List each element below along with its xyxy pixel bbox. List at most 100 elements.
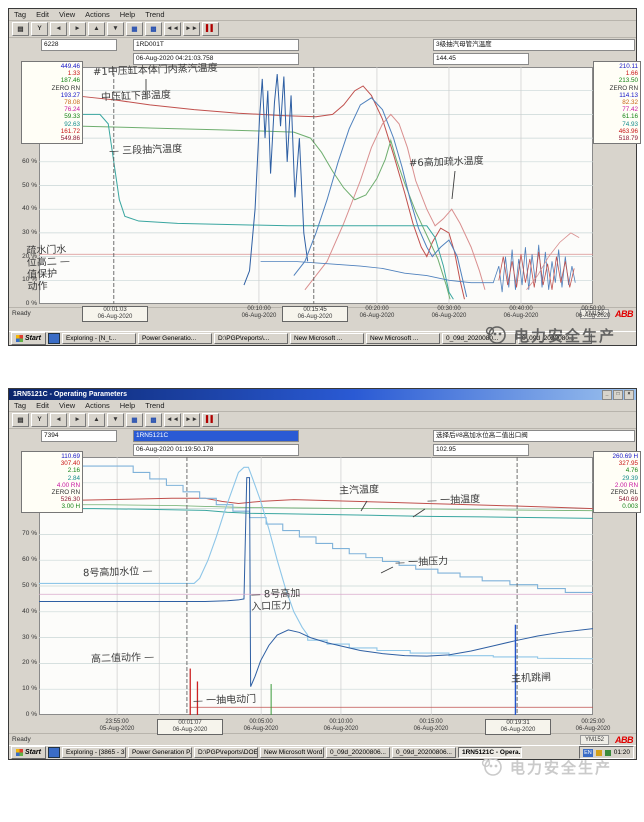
trend-single-icon[interactable]: ▦ <box>126 21 143 36</box>
y-axis-label: 0 % <box>25 300 37 307</box>
menu-edit[interactable]: Edit <box>36 10 50 19</box>
taskbar-item[interactable]: New Microsoft ... <box>365 333 440 344</box>
scale-up-icon[interactable]: ▲ <box>88 21 105 36</box>
filter-icon[interactable]: Y <box>31 412 48 427</box>
menu-help[interactable]: Help <box>119 10 136 19</box>
trend-multi-icon[interactable]: ▩ <box>145 21 162 36</box>
menu-help[interactable]: Help <box>119 401 136 410</box>
taskbar-item[interactable]: New Microsoft Word... <box>259 747 324 758</box>
quick-launch-icon[interactable] <box>47 333 60 344</box>
menu-trend[interactable]: Trend <box>145 401 165 410</box>
taskbar-item[interactable]: 0_09d_2020080... <box>517 333 592 344</box>
scale-down-icon[interactable]: ▼ <box>107 21 124 36</box>
maximize-button[interactable]: □ <box>613 389 623 400</box>
y-axis-label: 0 % <box>25 711 37 718</box>
rewind-icon[interactable]: ◄◄ <box>164 21 181 36</box>
start-button[interactable]: Start <box>11 332 46 345</box>
step-back-icon[interactable]: ◄ <box>50 21 67 36</box>
minimize-button[interactable]: _ <box>602 389 612 400</box>
timestamp-field: 06-Aug-2020 04:21:03.758 <box>133 53 299 65</box>
rewind-icon[interactable]: ◄◄ <box>164 412 181 427</box>
filter-icon[interactable]: Y <box>31 21 48 36</box>
handwritten-annotation: — 一抽压力 <box>394 556 449 569</box>
pen-value: 161.72 <box>60 127 80 135</box>
y-axis-label: 20 % <box>22 659 37 667</box>
start-button[interactable]: Start <box>11 746 46 759</box>
pen-value: ZERO RN <box>51 489 80 497</box>
menu-trend[interactable]: Trend <box>145 10 165 19</box>
handwritten-annotation: 主机跳闸 <box>510 672 552 685</box>
tag-name-field[interactable]: 1RD001T <box>133 39 299 51</box>
tag-index-field[interactable]: 7394 <box>41 430 117 442</box>
taskbar-item[interactable]: Power Generation P... <box>127 747 192 758</box>
y-axis-label: 30 % <box>22 633 37 641</box>
open-icon[interactable]: ▤ <box>12 21 29 36</box>
handwritten-annotation: 中压缸下部温度 <box>100 89 172 104</box>
menu-edit[interactable]: Edit <box>36 401 50 410</box>
pen-value: 213.50 <box>618 77 638 85</box>
trend-single-icon[interactable]: ▦ <box>126 412 143 427</box>
taskbar-item[interactable]: Exploring - [3865 - 3... <box>61 747 126 758</box>
tray-icon[interactable] <box>595 749 602 756</box>
window-controls: _ □ × <box>602 389 636 400</box>
x-axis-label: 00:20:00 06-Aug-2020 <box>359 306 395 319</box>
title-bar[interactable]: 1RN5121C - Operating Parameters _ □ × <box>9 389 636 400</box>
clock: 01:20 <box>613 749 630 756</box>
language-indicator[interactable]: EN <box>583 748 593 757</box>
pen-value: 2.00 RN <box>614 481 638 489</box>
windows-flag-icon <box>16 749 23 756</box>
trend-line-salmon-hump-temp <box>305 114 485 289</box>
current-value-field: 102.95 <box>433 444 529 456</box>
menu-view[interactable]: View <box>59 401 76 410</box>
taskbar-item[interactable]: 1RN5121C - Opera... <box>457 747 522 758</box>
menu-tag[interactable]: Tag <box>14 401 27 410</box>
pen-values-left: 110.69 307.40 2.16 2.84 4.00 RN ZERO RN 526.30… <box>21 451 83 513</box>
tag-name-field[interactable]: 1RN5121C <box>133 430 299 442</box>
menu-tag[interactable]: Tag <box>14 10 27 19</box>
y-axis-label: 70 % <box>22 530 37 538</box>
fast-forward-icon[interactable]: ►► <box>183 412 200 427</box>
menubar: Tag Edit View Actions Help Trend <box>9 9 636 21</box>
tag-description-field: 选择后#8高加水位高二值出口阀 <box>433 430 635 442</box>
x-axis-label: 00:10:00 06-Aug-2020 <box>323 719 359 732</box>
quick-launch-icon[interactable] <box>47 747 60 758</box>
menu-view[interactable]: View <box>59 10 76 19</box>
taskbar-item[interactable]: New Microsoft ... <box>289 333 364 344</box>
open-icon[interactable]: ▤ <box>12 412 29 427</box>
taskbar-item[interactable]: 0_09d_20200806... <box>391 747 456 758</box>
scale-up-icon[interactable]: ▲ <box>88 412 105 427</box>
trend-window-bottom: 1RN5121C - Operating Parameters _ □ × Ta… <box>8 388 641 760</box>
pause-icon[interactable]: ▌▌ <box>202 412 219 427</box>
close-button[interactable]: × <box>624 389 634 400</box>
handwritten-annotation: — 三段抽汽温度 <box>108 143 183 158</box>
trend-multi-icon[interactable]: ▩ <box>145 412 162 427</box>
pen-value: 4.00 RN <box>56 481 80 489</box>
taskbar-item[interactable]: 0_09d_20200806... <box>325 747 390 758</box>
trend-line-blue-low-noise <box>261 245 576 292</box>
step-forward-icon[interactable]: ► <box>69 412 86 427</box>
fast-forward-icon[interactable]: ►► <box>183 21 200 36</box>
toolbar: ▤ Y ◄ ► ▲ ▼ ▦ ▩ ◄◄ ►► ▌▌ <box>9 411 636 429</box>
pen-value: 82.32 <box>622 99 638 107</box>
menu-actions[interactable]: Actions <box>85 401 110 410</box>
trend-line-heater6-drain-temp-blue <box>294 98 467 297</box>
taskbar-item[interactable]: D:\PGP\reports\... <box>213 333 288 344</box>
tray-icon[interactable] <box>604 749 611 756</box>
pen-value: 187.46 <box>60 77 80 85</box>
taskbar-item[interactable]: Exploring - [N_t... <box>61 333 136 344</box>
taskbar-item[interactable]: D:\PGP\reports\DOE... <box>193 747 258 758</box>
taskbar-item[interactable]: 0_09d_2020080... <box>441 333 516 344</box>
system-tray: EN 01:20 <box>579 746 634 759</box>
step-back-icon[interactable]: ◄ <box>50 412 67 427</box>
tag-index-field[interactable]: 6228 <box>41 39 117 51</box>
x-axis-label: 00:30:00 06-Aug-2020 <box>431 306 467 319</box>
y-axis-label: 50 % <box>22 181 37 189</box>
handwritten-annotation: 疏水门水 位高二 — 值保护 动作 <box>26 244 71 293</box>
pause-icon[interactable]: ▌▌ <box>202 21 219 36</box>
menu-actions[interactable]: Actions <box>85 10 110 19</box>
step-forward-icon[interactable]: ► <box>69 21 86 36</box>
tag-fields: 6228 1RD001T 3级抽汽母管汽温度 06-Aug-2020 04:21… <box>9 37 636 67</box>
taskbar-item[interactable]: Power Generatio... <box>137 333 212 344</box>
pen-value: 61.16 <box>622 113 638 121</box>
scale-down-icon[interactable]: ▼ <box>107 412 124 427</box>
